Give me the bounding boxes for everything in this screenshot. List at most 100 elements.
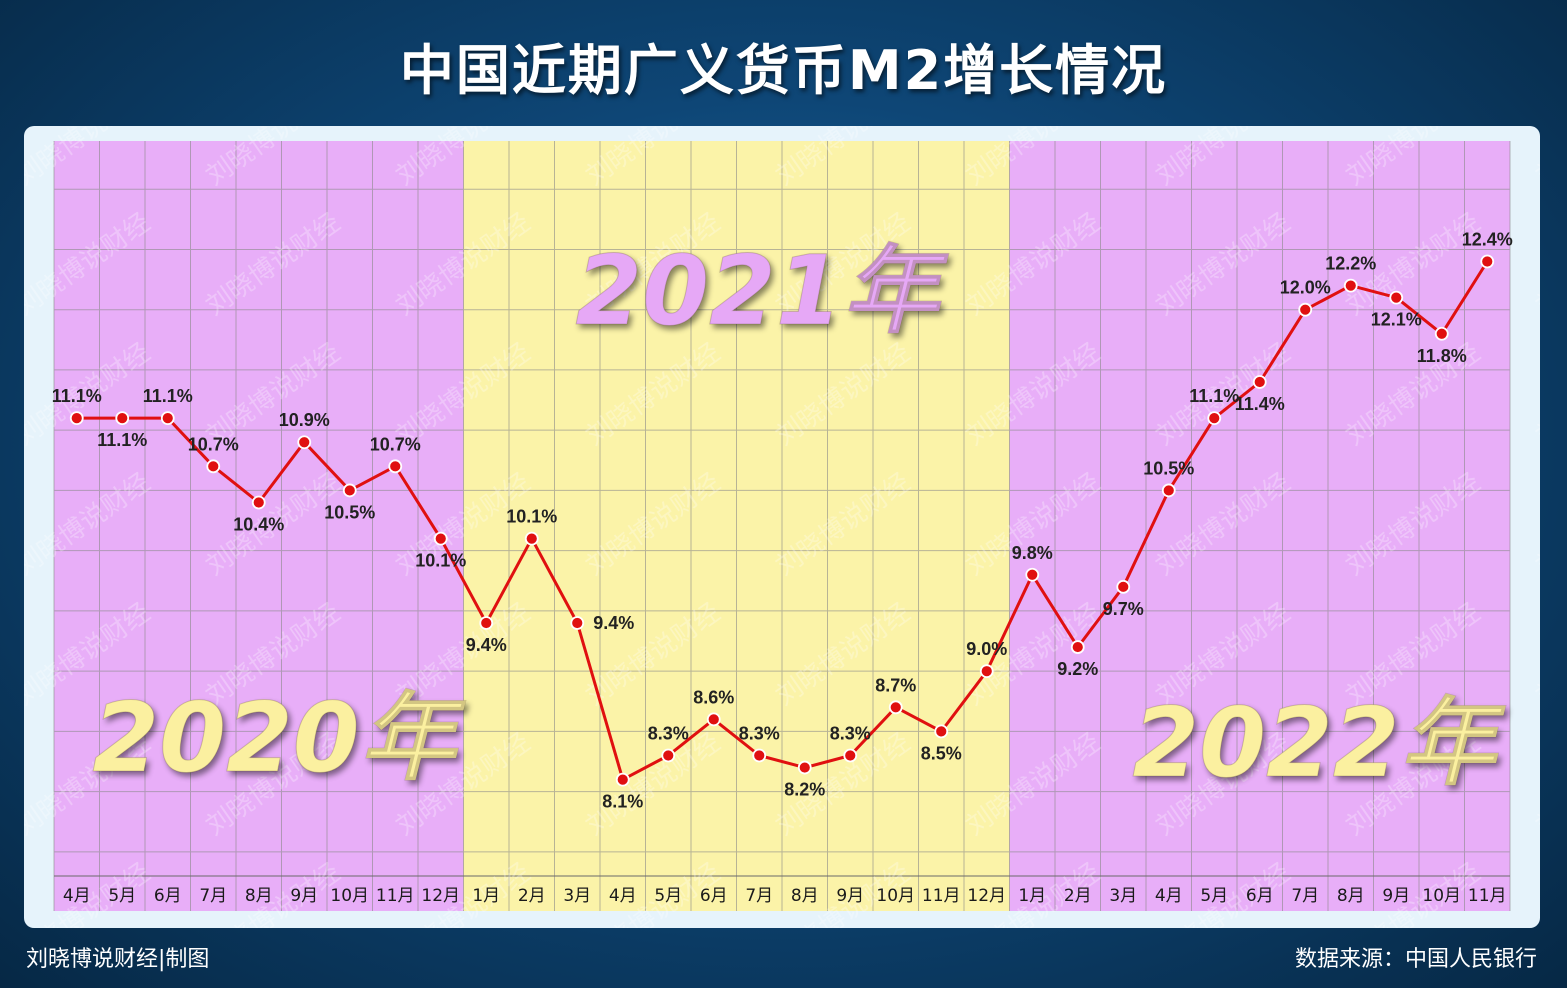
- data-point: [297, 435, 312, 450]
- data-label: 9.4%: [593, 613, 634, 633]
- x-tick-label: 4月: [1155, 886, 1183, 906]
- data-point: [1025, 567, 1040, 582]
- x-tick-label: 11月: [376, 886, 415, 906]
- data-label: 8.2%: [784, 780, 825, 800]
- x-tick-label: 7月: [1291, 886, 1319, 906]
- data-point: [1480, 254, 1495, 269]
- x-tick-label: 8月: [1337, 886, 1365, 906]
- x-tick-label: 9月: [836, 886, 864, 906]
- x-tick-label: 7月: [745, 886, 773, 906]
- x-tick-label: 10月: [876, 886, 915, 906]
- x-tick-label: 1月: [472, 886, 500, 906]
- data-point: [206, 459, 221, 474]
- data-label: 9.2%: [1057, 659, 1098, 679]
- data-label: 8.5%: [921, 743, 962, 763]
- grid-lines: [53, 141, 1511, 911]
- x-tick-label: 5月: [108, 886, 136, 906]
- x-tick-label: 4月: [609, 886, 637, 906]
- data-point: [615, 772, 630, 787]
- data-label: 11.1%: [97, 430, 147, 450]
- watermark-text: 刘晓博说财经: [1531, 858, 1540, 928]
- data-label: 9.7%: [1103, 599, 1144, 619]
- credit-text: 刘晓博说财经|制图: [26, 947, 210, 972]
- x-tick-label: 3月: [1109, 886, 1137, 906]
- x-tick-label: 6月: [1246, 886, 1274, 906]
- x-tick-label: 10月: [330, 886, 369, 906]
- data-label: 11.4%: [1235, 394, 1285, 414]
- year-band-2022年: [1009, 141, 1510, 911]
- year-label-2021年: 2021年: [575, 235, 949, 347]
- year-band-2020年: [54, 141, 464, 911]
- year-label-2022年: 2022年: [1132, 687, 1506, 799]
- data-point: [479, 616, 494, 630]
- data-label: 10.1%: [415, 551, 466, 571]
- data-label: 11.1%: [1189, 386, 1239, 406]
- x-tick-label: 5月: [654, 886, 682, 906]
- data-label: 8.3%: [830, 724, 871, 744]
- year-label-2020年: 2020年: [92, 682, 466, 794]
- data-label: 10.4%: [233, 514, 284, 534]
- x-tick-label: 10月: [1422, 886, 1461, 906]
- data-label: 10.7%: [370, 434, 421, 454]
- x-tick-label: 7月: [199, 886, 227, 906]
- x-tick-label: 6月: [154, 886, 182, 906]
- data-point: [888, 700, 903, 715]
- data-label: 10.7%: [188, 434, 239, 454]
- data-point: [979, 664, 994, 679]
- data-point: [388, 459, 403, 474]
- watermark-text: 刘晓博说财经: [1531, 338, 1540, 452]
- x-tick-label: 12月: [421, 886, 460, 906]
- data-label: 8.7%: [875, 675, 916, 695]
- data-label: 12.0%: [1280, 278, 1331, 298]
- data-label: 10.5%: [1143, 458, 1194, 478]
- x-tick-label: 4月: [63, 886, 91, 906]
- data-label: 12.4%: [1462, 229, 1513, 249]
- watermark-text: 刘晓博说财经: [1531, 468, 1540, 582]
- data-label: 12.1%: [1371, 310, 1422, 330]
- data-point: [661, 748, 676, 763]
- data-point: [1070, 640, 1085, 654]
- x-tick-label: 3月: [563, 886, 591, 906]
- x-tick-label: 6月: [700, 886, 728, 906]
- data-label: 8.3%: [648, 724, 689, 744]
- data-label: 10.5%: [324, 502, 375, 522]
- x-tick-label: 9月: [1382, 886, 1410, 906]
- data-point: [1252, 375, 1267, 389]
- data-point: [160, 411, 175, 426]
- data-point: [1389, 290, 1404, 305]
- data-point: [570, 616, 585, 630]
- watermark-text: 刘晓博说财经: [1531, 126, 1540, 192]
- x-tick-label: 2月: [518, 886, 546, 906]
- data-label: 11.1%: [52, 386, 102, 406]
- x-tick-label: 9月: [290, 886, 318, 906]
- x-tick-label: 2月: [1064, 886, 1092, 906]
- data-point: [843, 748, 858, 763]
- x-tick-label: 8月: [245, 886, 273, 906]
- data-label: 8.3%: [739, 724, 780, 744]
- data-point: [433, 531, 448, 546]
- watermark-text: 刘晓博说财经: [1531, 598, 1540, 712]
- data-point: [342, 483, 357, 498]
- data-point: [1207, 411, 1222, 426]
- data-point: [1161, 483, 1176, 498]
- source-text: 数据来源：中国人民银行: [1294, 947, 1537, 972]
- data-point: [69, 411, 84, 426]
- data-label: 10.1%: [506, 507, 557, 527]
- data-label: 9.4%: [466, 635, 507, 655]
- m2-series-line: [76, 260, 1489, 782]
- chart-panel: 刘晓博说财经 刘晓博说财经 刘晓博说财经 刘晓博说财经 刘晓博说财经 刘晓博说财经 刘晓博说…: [24, 126, 1540, 928]
- x-tick-label: 11月: [1468, 886, 1507, 906]
- data-label: 11.8%: [1417, 346, 1467, 366]
- watermark-text: 刘晓博说财经: [1531, 728, 1540, 842]
- data-point: [797, 760, 812, 775]
- data-point: [1116, 579, 1131, 594]
- data-label: 10.9%: [279, 410, 330, 430]
- data-label: 8.6%: [693, 687, 734, 707]
- data-point: [251, 495, 266, 510]
- x-tick-label: 1月: [1018, 886, 1046, 906]
- x-tick-label: 12月: [967, 886, 1006, 906]
- watermark-text: 刘晓博说财经: [1531, 208, 1540, 322]
- data-label: 9.0%: [966, 639, 1007, 659]
- data-label: 11.1%: [143, 386, 193, 406]
- data-point: [115, 411, 130, 426]
